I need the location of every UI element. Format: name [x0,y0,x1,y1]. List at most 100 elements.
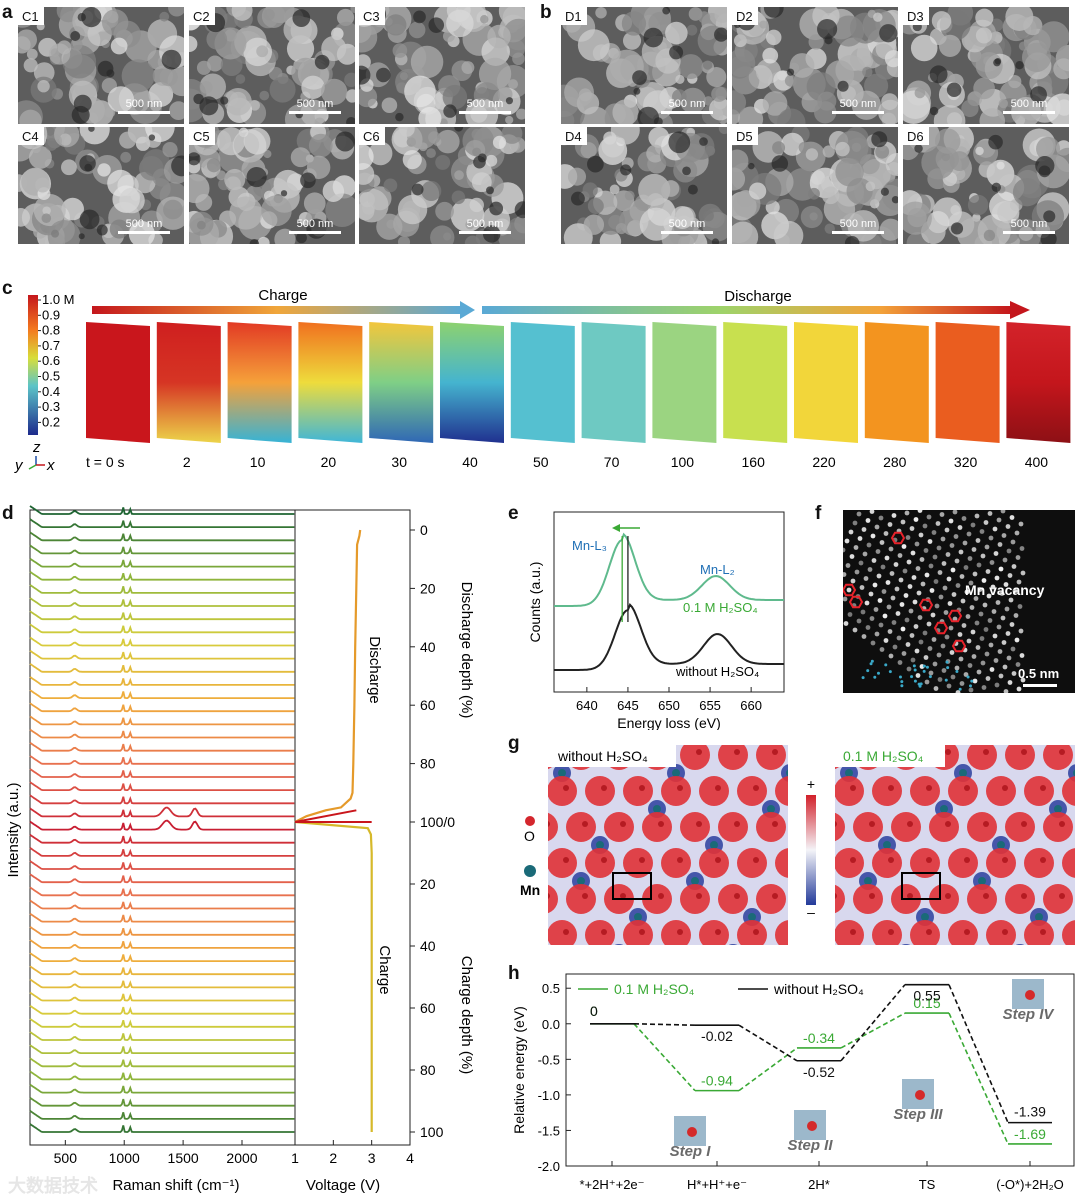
atom-column [955,690,961,693]
atom-column [879,647,885,652]
o-atom [1040,929,1046,935]
atom-column [970,629,976,635]
charge-density-blob [967,745,997,770]
atom-column [1010,646,1016,652]
charge-density-blob [775,776,788,806]
atom-column [854,569,860,575]
mn-atom [883,841,891,849]
atom-column [858,560,864,566]
charge-density-blob [948,920,978,945]
atom-column [1009,622,1015,627]
charge-density-blob [1005,812,1035,842]
g-plus: + [807,776,815,792]
atom-column [843,621,849,626]
charge-density-blob [718,884,748,914]
atom-column [879,540,885,545]
sem-image-d1: D1 500 nm [561,7,727,124]
sem-image-d2: D2 500 nm [732,7,898,124]
o-atom [850,857,856,863]
atom-column [861,634,867,639]
charge-arrow-head [460,301,475,319]
atom-column [910,550,916,556]
atom-column [959,574,965,579]
atom-column [874,524,880,530]
concentration-sheet [864,322,929,443]
sem-image-d4: D4 500 nm [561,127,727,244]
atom-column [967,663,973,668]
sem-texture [359,127,525,244]
atom-column [864,600,870,606]
raman-spectrum [29,689,295,699]
atom-column [941,561,947,566]
colorbar-tick-label: 0.4 [42,384,60,399]
charge-density-blob [585,776,615,806]
h-x-tick-label: (-O*)+2H₂O [996,1177,1064,1192]
atom-column [844,538,850,544]
charge-density-blob [872,776,902,806]
d-v-tick-label: 4 [406,1150,414,1166]
atom-column [1009,515,1015,520]
sem-scale-bar: 500 nm [661,218,713,234]
h-y-tick-label: -2.0 [538,1159,560,1174]
mn-atom [577,877,585,885]
raman-spectrum [29,886,295,897]
charge-density-blob [623,776,653,806]
sem-texture [18,7,184,124]
atom-column [893,562,899,567]
oxygen-column [970,679,974,683]
atom-column [914,541,920,547]
h-y-tick-label: -1.0 [538,1088,560,1103]
atom-column [886,604,892,610]
atom-column [1005,524,1011,529]
atom-column [906,559,912,565]
raman-spectrum [29,1083,295,1094]
charge-title: Charge [258,287,307,304]
h-y-tick-label: 0.5 [542,981,560,996]
atom-column [1014,530,1020,536]
atom-column [936,652,942,658]
atom-column [971,547,977,552]
h-y-tick-label: 0.0 [542,1017,560,1032]
atom-column [1002,664,1008,670]
oxygen-column [884,663,888,667]
panel-label-d: d [2,503,14,524]
atom-column [1019,653,1025,658]
sem-image-c5: C5 500 nm [189,127,355,244]
atom-column [943,610,949,615]
atom-column [876,573,882,579]
atom-column [843,596,848,602]
h-x-tick-label: *+2H⁺+2e⁻ [579,1177,644,1192]
atom-column [909,526,915,531]
atom-column [852,627,858,633]
concentration-sheet [794,322,858,443]
o-atom [734,893,740,899]
atom-column [928,670,934,676]
d-discharge-axis: Discharge depth (%) [458,582,475,719]
raman-spectrum [29,728,295,739]
atom-column [932,554,938,560]
d-x-tick-label: 2000 [226,1150,257,1166]
atom-column [968,580,974,586]
panel-d-chart: 500 1000 1500 2000 1 2 3 4020406080100/02040608… [5,505,475,1194]
atom-column [970,522,976,528]
oxygen-column [912,664,916,668]
o-atom [563,857,569,863]
h-energy-label: -0.94 [701,1073,733,1089]
o-atom [983,821,989,827]
step-o-atom [915,1090,925,1100]
atom-column [850,578,856,584]
atom-column [929,588,935,593]
atom-column [990,584,996,590]
o-atom [734,749,740,755]
o-atom [945,893,951,899]
atom-column [992,633,998,639]
raman-spectrum [29,833,295,844]
e-series-green: 0.1 M H₂SO₄ [683,600,758,615]
atom-column [860,609,866,615]
o-atom [715,929,721,935]
o-atom [1059,749,1065,755]
atom-column [875,549,881,554]
atom-column [961,516,967,521]
raman-spectrum [29,505,295,515]
atom-column [949,650,955,655]
